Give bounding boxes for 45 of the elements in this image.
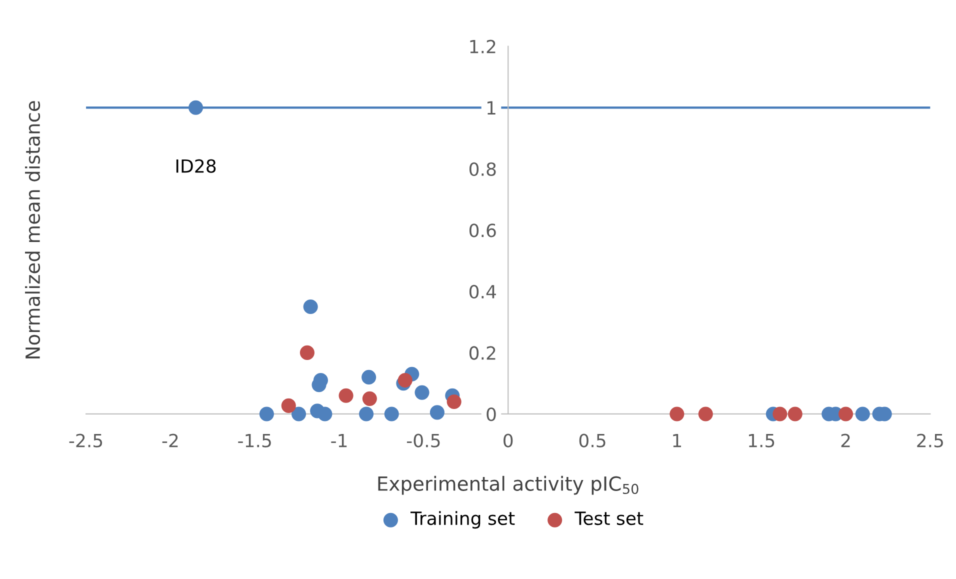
x-tick-label: -2 <box>162 434 178 448</box>
point <box>446 394 462 410</box>
x-tick-label: 2 <box>841 434 850 448</box>
annotation: ID28 <box>176 159 216 173</box>
y-tick-label: 0.6 <box>469 224 496 238</box>
y-tick-label: 1.2 <box>470 40 496 54</box>
legend-label: Test set <box>574 512 644 526</box>
y-tick-label: 0 <box>486 407 496 422</box>
point <box>303 299 318 314</box>
point <box>855 406 870 422</box>
x-tick-label: 0 <box>504 434 513 448</box>
x-tick-label: -2.5 <box>69 434 102 448</box>
point <box>359 406 374 422</box>
point <box>788 406 802 422</box>
x-tick-label: 0.5 <box>579 434 606 448</box>
legend-label: Training set <box>410 511 515 529</box>
x-tick-label: 1 <box>673 434 682 448</box>
x-tick-label: 1.5 <box>748 434 774 448</box>
point <box>398 373 412 388</box>
point <box>670 406 684 422</box>
y-tick-label: 0.2 <box>469 346 496 360</box>
point <box>338 388 354 403</box>
point <box>838 406 854 422</box>
point <box>362 391 377 406</box>
x-tick-label: -1.5 <box>238 434 271 448</box>
point <box>281 398 296 413</box>
point <box>291 406 306 422</box>
point <box>698 406 713 422</box>
y-tick-label: 1 <box>488 101 496 114</box>
x-tick-label: -1 <box>331 434 347 448</box>
x-tick-label: 2.5 <box>917 434 943 448</box>
point <box>384 406 399 422</box>
y-tick-label: 0.4 <box>469 284 496 299</box>
point <box>362 370 376 384</box>
x-axis-title: Experimental activity pIC$_{50}$ <box>378 476 638 495</box>
point <box>772 406 788 422</box>
point <box>188 100 204 115</box>
point <box>318 406 332 422</box>
x-tick-label: -0.5 <box>406 434 440 448</box>
point <box>414 385 430 400</box>
y-axis-title: Normalized mean distance <box>25 101 40 358</box>
point <box>300 345 314 360</box>
point <box>430 405 444 420</box>
point <box>259 406 274 422</box>
y-tick-label: 0.8 <box>469 162 496 176</box>
